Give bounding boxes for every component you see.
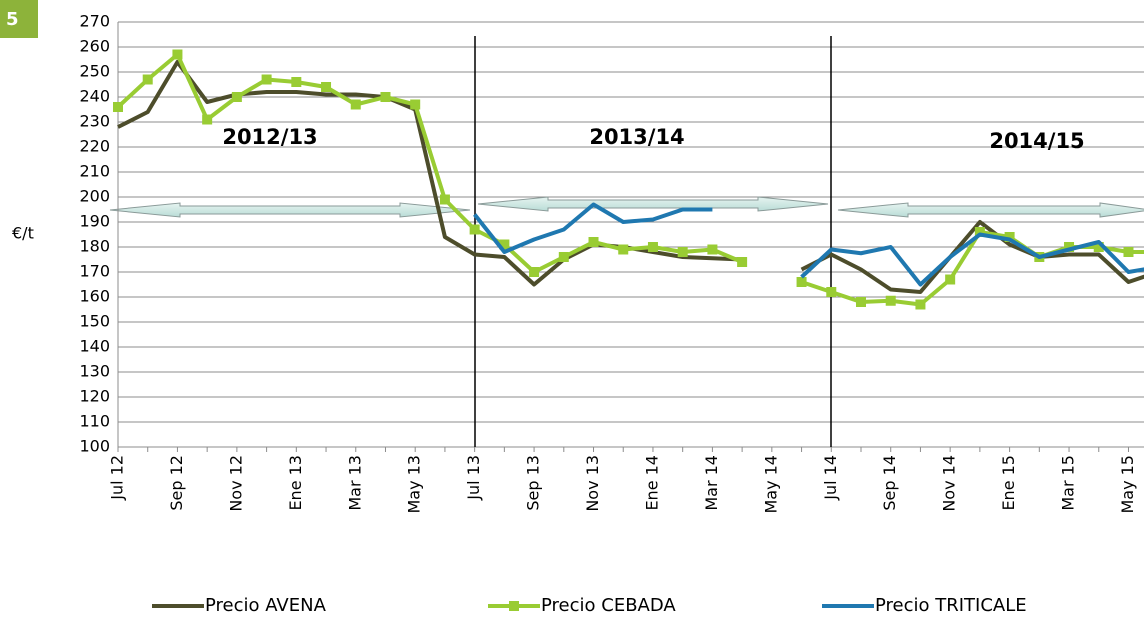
series-line bbox=[473, 202, 1144, 287]
y-tick-label: 240 bbox=[79, 87, 110, 106]
x-tick-label: Sep 14 bbox=[880, 455, 899, 511]
y-tick-label: 210 bbox=[79, 162, 110, 181]
point-marker bbox=[737, 257, 748, 267]
y-tick-label: 140 bbox=[79, 337, 110, 356]
point-marker bbox=[707, 244, 718, 255]
period-label: 2014/15 bbox=[989, 129, 1084, 153]
x-tick-label: Sep 13 bbox=[524, 455, 543, 511]
point-marker bbox=[558, 252, 569, 262]
point-marker bbox=[231, 92, 242, 102]
x-tick-label: Jul 13 bbox=[464, 455, 483, 501]
point-marker bbox=[974, 227, 985, 237]
point-marker bbox=[499, 239, 510, 250]
period-arrows bbox=[109, 196, 1144, 218]
legend-marker bbox=[509, 601, 519, 611]
y-tick-label: 150 bbox=[79, 312, 110, 331]
point-marker bbox=[826, 287, 837, 297]
point-marker bbox=[1004, 232, 1015, 242]
y-tick-label: 230 bbox=[79, 112, 110, 131]
point-marker bbox=[588, 237, 599, 247]
period-label: 2013/14 bbox=[589, 125, 684, 149]
point-marker bbox=[677, 247, 688, 257]
point-marker bbox=[321, 82, 332, 92]
x-tick-label: Sep 12 bbox=[167, 455, 186, 511]
x-tick-label: Mar 15 bbox=[1059, 455, 1078, 511]
x-tick-label: Ene 13 bbox=[286, 455, 305, 511]
x-tick-label: May 13 bbox=[405, 455, 424, 514]
point-marker bbox=[439, 194, 450, 205]
y-tick-label: 270 bbox=[79, 12, 110, 31]
legend-label: Precio CEBADA bbox=[541, 595, 676, 616]
point-marker bbox=[915, 299, 926, 310]
x-tick-label: Nov 14 bbox=[940, 455, 959, 512]
period-label: 2012/13 bbox=[222, 125, 317, 149]
legend-label: Precio TRITICALE bbox=[875, 595, 1027, 616]
point-marker bbox=[469, 224, 480, 235]
point-marker bbox=[618, 244, 629, 255]
y-tick-label: 100 bbox=[79, 437, 110, 456]
y-tick-label: 130 bbox=[79, 362, 110, 381]
x-tick-label: Mar 13 bbox=[345, 455, 364, 511]
y-axis-label: €/t bbox=[12, 224, 34, 243]
y-tick-label: 170 bbox=[79, 262, 110, 281]
y-tick-label: 160 bbox=[79, 287, 110, 306]
y-tick-label: 110 bbox=[79, 412, 110, 431]
x-tick-label: Nov 13 bbox=[583, 455, 602, 512]
point-marker bbox=[885, 295, 896, 306]
point-marker bbox=[945, 274, 956, 285]
point-marker bbox=[410, 99, 421, 110]
point-marker bbox=[796, 277, 807, 287]
badge: 5 bbox=[6, 9, 19, 30]
point-marker bbox=[529, 267, 540, 277]
y-tick-label: 180 bbox=[79, 237, 110, 256]
x-tick-label: Ene 14 bbox=[642, 455, 661, 511]
y-tick-label: 220 bbox=[79, 137, 110, 156]
x-tick-label: May 14 bbox=[761, 455, 780, 514]
x-tick-label: Mar 14 bbox=[702, 455, 721, 511]
y-tick-label: 260 bbox=[79, 37, 110, 56]
point-marker bbox=[856, 297, 866, 307]
point-marker bbox=[172, 49, 183, 60]
point-marker bbox=[142, 74, 153, 85]
point-marker bbox=[202, 114, 213, 125]
point-marker bbox=[1093, 242, 1104, 252]
point-marker bbox=[1123, 247, 1134, 257]
y-tick-label: 200 bbox=[79, 187, 110, 206]
point-marker bbox=[113, 102, 123, 112]
point-marker bbox=[647, 242, 658, 252]
x-tick-label: Jul 14 bbox=[821, 455, 840, 501]
point-marker bbox=[261, 74, 272, 85]
point-marker bbox=[291, 77, 302, 87]
y-tick-label: 120 bbox=[79, 387, 110, 406]
point-marker bbox=[350, 99, 361, 110]
point-marker bbox=[1064, 242, 1075, 252]
x-tick-label: Jul 12 bbox=[108, 455, 127, 501]
x-tick-label: Ene 15 bbox=[999, 455, 1018, 511]
y-tick-label: 250 bbox=[79, 62, 110, 81]
x-tick-label: Nov 12 bbox=[226, 455, 245, 512]
x-tick-label: May 15 bbox=[1118, 455, 1137, 514]
legend-label: Precio AVENA bbox=[205, 595, 327, 616]
point-marker bbox=[380, 92, 391, 102]
badge-box bbox=[0, 0, 38, 38]
y-tick-label: 190 bbox=[79, 212, 110, 231]
